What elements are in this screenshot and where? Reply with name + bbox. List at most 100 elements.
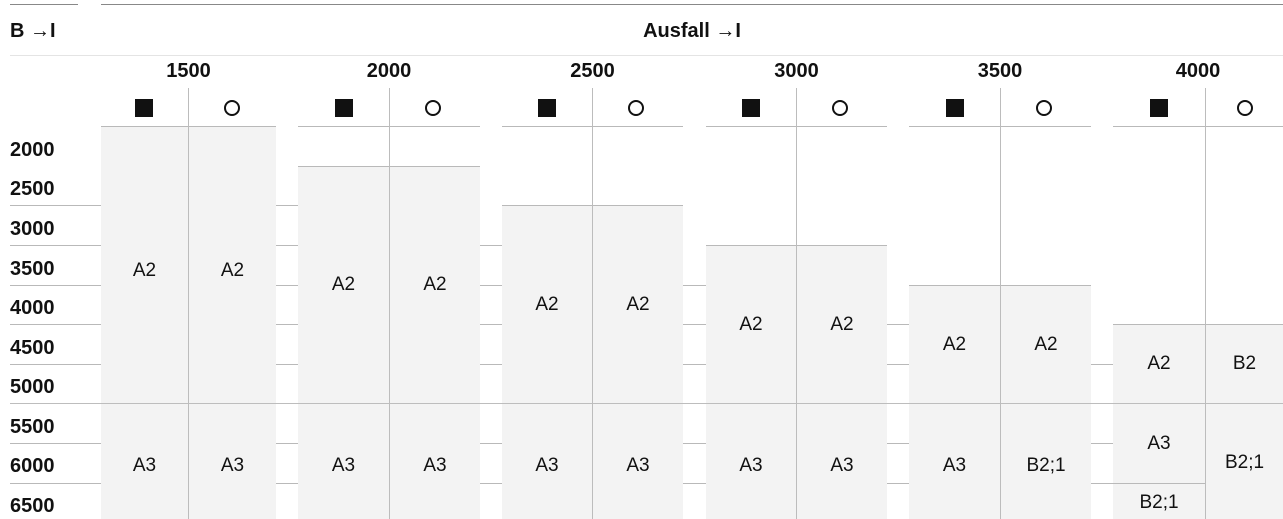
column-header-2000: 2000 — [366, 60, 412, 82]
circle-open-icon — [1237, 100, 1253, 116]
row-rule — [276, 285, 298, 286]
row-rule — [10, 364, 101, 365]
square-filled-icon — [538, 99, 556, 117]
row-rule — [276, 443, 298, 444]
row-label-3000: 3000 — [10, 218, 55, 240]
row-label-3500: 3500 — [10, 258, 55, 280]
cell-value: B2;1 — [1139, 492, 1179, 513]
row-label-5000: 5000 — [10, 376, 55, 398]
circle-open-icon — [1036, 100, 1052, 116]
row-rule — [480, 285, 502, 286]
row-rule — [887, 483, 909, 484]
cell-value: A3 — [331, 455, 356, 476]
cell-value: A2 — [132, 260, 157, 281]
column-divider — [389, 88, 390, 519]
row-rule — [1091, 443, 1113, 444]
row-rule — [480, 364, 502, 365]
circle-open-icon — [224, 100, 240, 116]
circle-open-icon — [628, 100, 644, 116]
row-rule — [683, 285, 706, 286]
cell-value: A3 — [423, 455, 447, 476]
row-rule — [480, 443, 502, 444]
row-rule — [1113, 324, 1283, 325]
row-rule — [276, 364, 298, 365]
row-rule — [683, 364, 706, 365]
square-filled-icon — [742, 99, 760, 117]
cell-value: A2 — [331, 274, 356, 295]
column-header-1500: 1500 — [166, 60, 211, 82]
row-label-4500: 4500 — [10, 337, 55, 359]
cell-value: A3 — [830, 455, 854, 476]
cell-value: A2 — [220, 260, 245, 281]
row-rule — [683, 443, 706, 444]
cell-value: B2;1 — [1026, 455, 1066, 476]
cell-value: A3 — [739, 455, 763, 476]
column-divider — [1000, 88, 1001, 519]
cell-value: B2 — [1232, 353, 1257, 374]
cell-value: A2 — [535, 294, 559, 315]
row-rule — [276, 205, 298, 206]
cell-value: A3 — [1147, 433, 1171, 454]
corner-label: B →I — [10, 20, 56, 42]
row-label-6000: 6000 — [10, 455, 55, 477]
group-underline — [1113, 126, 1283, 127]
cell-value: A2 — [830, 314, 854, 335]
row-rule — [1091, 483, 1113, 484]
column-divider — [592, 88, 593, 519]
row-rule — [10, 483, 101, 484]
row-rule — [10, 443, 101, 444]
circle-open-icon — [425, 100, 441, 116]
row-rule — [683, 324, 706, 325]
row-label-2500: 2500 — [10, 178, 55, 200]
column-header-4000: 4000 — [1175, 60, 1221, 82]
row-rule — [276, 483, 298, 484]
row-rule — [10, 324, 101, 325]
row-rule — [887, 443, 909, 444]
column-header-3500: 3500 — [977, 60, 1023, 82]
row-rule — [10, 245, 101, 246]
header-title: Ausfall →I — [643, 20, 741, 42]
row-rule — [1091, 364, 1113, 365]
square-filled-icon — [1150, 99, 1168, 117]
cell-value: B2;1 — [1224, 452, 1265, 473]
cell-value: A2 — [626, 294, 650, 315]
square-filled-icon — [335, 99, 353, 117]
cell-value: A3 — [535, 455, 559, 476]
column-divider — [796, 88, 797, 519]
cell-value: A2 — [1147, 353, 1171, 374]
cell-value: A2 — [1034, 334, 1058, 355]
header-top-rule — [101, 4, 1283, 5]
corner-top-rule — [10, 4, 78, 5]
circle-open-icon — [832, 100, 848, 116]
cell-value: A3 — [942, 455, 967, 476]
column-divider — [188, 88, 189, 519]
row-rule — [887, 364, 909, 365]
cell-block-4000 — [1113, 324, 1283, 519]
row-label-4000: 4000 — [10, 297, 55, 319]
row-rule — [480, 245, 502, 246]
cell-value: A3 — [220, 455, 245, 476]
column-header-3000: 3000 — [774, 60, 819, 82]
column-header-2500: 2500 — [570, 60, 615, 82]
row-label-2000: 2000 — [10, 139, 55, 161]
row-rule — [480, 324, 502, 325]
column-divider — [1205, 88, 1206, 519]
row-label-6500: 6500 — [10, 495, 55, 517]
zone-divider — [10, 403, 1283, 404]
square-filled-icon — [946, 99, 964, 117]
row-rule — [10, 285, 101, 286]
row-rule — [276, 245, 298, 246]
cell-value: A2 — [942, 334, 967, 355]
row-rule — [276, 324, 298, 325]
header-separator — [10, 55, 1283, 56]
cell-value: A2 — [423, 274, 447, 295]
square-filled-icon — [135, 99, 153, 117]
row-rule — [683, 483, 706, 484]
cell-value: A3 — [626, 455, 650, 476]
cell-value: A2 — [739, 314, 763, 335]
row-rule — [480, 483, 502, 484]
sub-cell-divider — [1113, 483, 1205, 484]
row-rule — [887, 324, 909, 325]
cell-value: A3 — [132, 455, 157, 476]
row-label-5500: 5500 — [10, 416, 55, 438]
